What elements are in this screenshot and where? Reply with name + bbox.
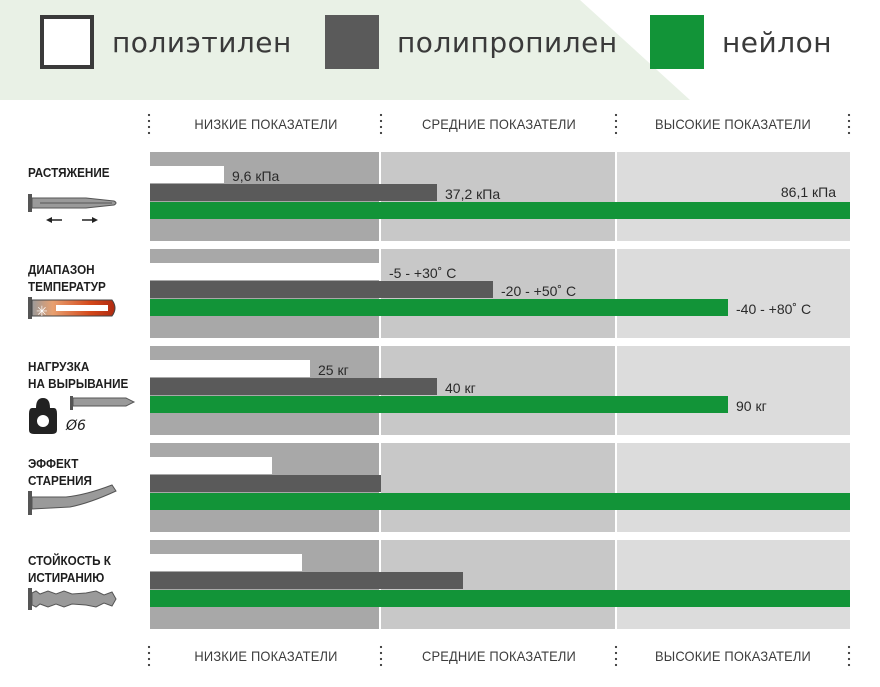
level-divider-dots <box>379 644 383 670</box>
level-label-low: НИЗКИЕ ПОКАЗАТЕЛИ <box>194 648 338 664</box>
level-header-top: НИЗКИЕ ПОКАЗАТЕЛИ СРЕДНИЕ ПОКАЗАТЕЛИ ВЫС… <box>0 112 880 138</box>
bar-polyethylene <box>150 457 272 474</box>
level-divider-dots <box>147 112 151 138</box>
row-label-line: ДИАПАЗОН <box>28 262 95 277</box>
row-label: РАСТЯЖЕНИЕ <box>28 164 110 181</box>
level-header-bottom: НИЗКИЕ ПОКАЗАТЕЛИ СРЕДНИЕ ПОКАЗАТЕЛИ ВЫС… <box>0 644 880 670</box>
legend-label-polypropylene: полипропилен <box>397 25 618 59</box>
level-label-mid: СРЕДНИЕ ПОКАЗАТЕЛИ <box>421 116 577 132</box>
level-divider-dots <box>847 112 851 138</box>
row-label-line: ТЕМПЕРАТУР <box>28 279 106 294</box>
bar-polypropylene <box>150 184 437 201</box>
svg-text:✳: ✳ <box>36 304 48 320</box>
level-divider-dots <box>147 644 151 670</box>
chart-row-panel: 25 кг 40 кг 90 кг <box>150 346 850 435</box>
bar-polyethylene <box>150 166 224 183</box>
level-divider-dots <box>847 644 851 670</box>
row-label-line: РАСТЯЖЕНИЕ <box>28 165 110 180</box>
legend-label-polyethylene: полиэтилен <box>112 25 292 59</box>
chart-row-panel: -5 - +30˚ С -20 - +50˚ С -40 - +80˚ С <box>150 249 850 338</box>
level-label-mid: СРЕДНИЕ ПОКАЗАТЕЛИ <box>421 648 577 664</box>
bar-value-label: 40 кг <box>445 380 476 396</box>
row-label-line: СТАРЕНИЯ <box>28 473 92 488</box>
row-label-line: ЭФФЕКТ <box>28 456 79 471</box>
level-label-high: ВЫСОКИЕ ПОКАЗАТЕЛИ <box>654 116 812 132</box>
bar-nylon <box>150 590 850 607</box>
bar-value-label: -5 - +30˚ С <box>389 265 457 281</box>
bar-nylon <box>150 396 728 413</box>
anchor-stretch-icon <box>26 192 120 233</box>
level-divider-dots <box>614 112 618 138</box>
level-divider-dots <box>379 112 383 138</box>
row-label-line: СТОЙКОСТЬ К <box>28 553 111 568</box>
row-label: СТОЙКОСТЬ К ИСТИРАНИЮ <box>28 552 111 586</box>
bar-polyethylene <box>150 554 302 571</box>
bar-polypropylene <box>150 378 437 395</box>
bar-polypropylene <box>150 281 493 298</box>
bar-value-label: 25 кг <box>318 362 349 378</box>
level-divider-dots <box>614 644 618 670</box>
bar-polyethylene <box>150 360 310 377</box>
row-label: НАГРУЗКА НА ВЫРЫВАНИЕ <box>28 358 128 392</box>
legend-swatch-polyethylene <box>40 15 94 69</box>
legend-item-polyethylene: полиэтилен <box>40 14 292 70</box>
bar-value-label: 9,6 кПа <box>232 168 280 184</box>
legend-label-nylon: нейлон <box>722 25 833 59</box>
row-label: ДИАПАЗОН ТЕМПЕРАТУР <box>28 261 106 295</box>
bar-value-label: -20 - +50˚ С <box>501 283 577 299</box>
svg-text:Ø6: Ø6 <box>65 418 86 434</box>
bar-polyethylene <box>150 263 381 280</box>
aging-bent-anchor-icon <box>26 483 120 524</box>
zone-mid <box>381 443 615 532</box>
abrasion-anchor-icon <box>26 586 120 617</box>
temperature-range-icon: ✳ <box>26 295 120 326</box>
zone-high <box>616 346 850 435</box>
bar-polypropylene <box>150 475 381 492</box>
zone-high <box>616 443 850 532</box>
zone-high <box>616 540 850 629</box>
legend-item-polypropylene: полипропилен <box>325 14 618 70</box>
legend-item-nylon: нейлон <box>650 14 832 70</box>
bar-nylon <box>150 493 850 510</box>
bar-nylon <box>150 299 728 316</box>
chart-row-panel <box>150 443 850 532</box>
bar-polypropylene <box>150 572 463 589</box>
bar-value-label: 37,2 кПа <box>445 186 501 202</box>
row-label-line: НАГРУЗКА <box>28 359 90 374</box>
level-label-high: ВЫСОКИЕ ПОКАЗАТЕЛИ <box>654 648 812 664</box>
bar-value-label: 90 кг <box>736 398 767 414</box>
zone-high <box>616 249 850 338</box>
row-label: ЭФФЕКТ СТАРЕНИЯ <box>28 455 92 489</box>
level-label-low: НИЗКИЕ ПОКАЗАТЕЛИ <box>194 116 338 132</box>
row-label-line: НА ВЫРЫВАНИЕ <box>28 376 129 391</box>
chart-row-panel <box>150 540 850 629</box>
pull-out-weight-icon: Ø6 <box>26 392 140 443</box>
legend-swatch-polypropylene <box>325 15 379 69</box>
chart-row-panel: 9,6 кПа 37,2 кПа 86,1 кПа <box>150 152 850 241</box>
bar-value-label: -40 - +80˚ С <box>736 301 812 317</box>
row-label-line: ИСТИРАНИЮ <box>28 570 105 585</box>
bar-nylon <box>150 202 850 219</box>
legend-swatch-nylon <box>650 15 704 69</box>
bar-value-label: 86,1 кПа <box>780 184 836 200</box>
zone-high <box>616 152 850 241</box>
